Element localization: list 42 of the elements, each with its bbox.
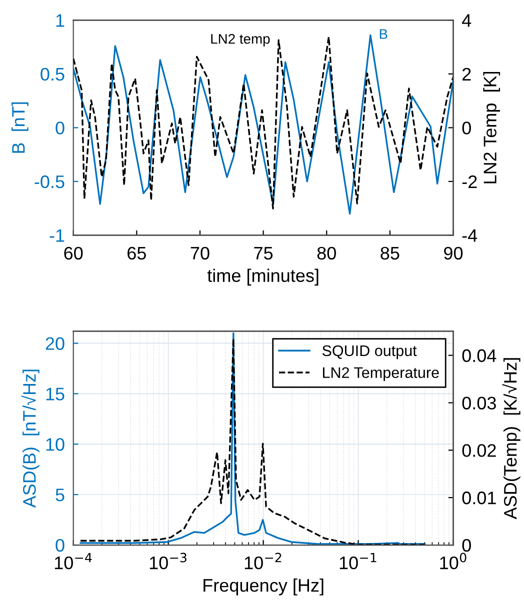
y-tick-label: 5 (56, 488, 64, 502)
x-tick-label: 10$^{−1}$ (340, 552, 376, 570)
y-tick-label: 0.5 (40, 68, 64, 81)
x-tick-label: 60 (64, 246, 83, 260)
legend-label: SQUID output (322, 345, 417, 360)
x-tick-label: 70 (190, 246, 210, 260)
y2-tick-label: -2 (462, 175, 477, 188)
y-tick-label: 15 (46, 388, 64, 400)
y2-tick-label: 4 (462, 14, 472, 27)
x-tick-label: 80 (317, 246, 336, 260)
x-tick-label: 10$^{−3}$ (150, 552, 186, 570)
x-tick-label: 10$^{0}$ (440, 552, 466, 570)
y-tick-label: 0 (56, 122, 64, 134)
x-tick-label: 75 (254, 247, 273, 260)
x-tick-label: 85 (380, 246, 400, 260)
x-tick-label: 10$^{−2}$ (244, 552, 282, 570)
y-axis-title: ASD(B) [nT/√Hz] (21, 370, 40, 508)
y2-tick-label: 0.01 (462, 492, 496, 504)
y2-tick-label: 0 (462, 538, 471, 552)
y2-axis-title: LN2 Temp [K] (483, 72, 500, 184)
y-tick-label: 0 (56, 538, 64, 552)
y2-tick-label: 0.04 (462, 349, 496, 362)
series-label: B (380, 29, 388, 39)
x-tick-label: 10$^{−4}$ (54, 552, 92, 570)
y2-axis-title: ASD(Temp) [K/√Hz] (502, 358, 520, 520)
x-tick-label: 65 (128, 246, 146, 260)
y2-tick-label: -4 (462, 229, 478, 242)
series-label: LN2 temp (211, 34, 270, 47)
y-tick-label: 1 (56, 14, 64, 27)
x-axis-title: Frequency [Hz] (204, 578, 324, 596)
x-tick-label: 90 (444, 246, 463, 260)
x-axis-title: time [minutes] (207, 268, 318, 286)
y2-tick-label: 0 (462, 122, 471, 134)
y-tick-label: 10 (46, 438, 64, 451)
y-tick-label: 20 (46, 337, 64, 350)
y-axis-title: B [nT] (12, 102, 28, 153)
y2-tick-label: 0.02 (462, 444, 496, 457)
y-tick-label: -1 (50, 229, 64, 242)
y2-tick-label: 0.03 (462, 396, 496, 410)
legend-label: LN2 Temperature (323, 367, 439, 382)
y2-tick-label: 2 (462, 68, 471, 80)
y-tick-label: -0.5 (34, 175, 64, 188)
